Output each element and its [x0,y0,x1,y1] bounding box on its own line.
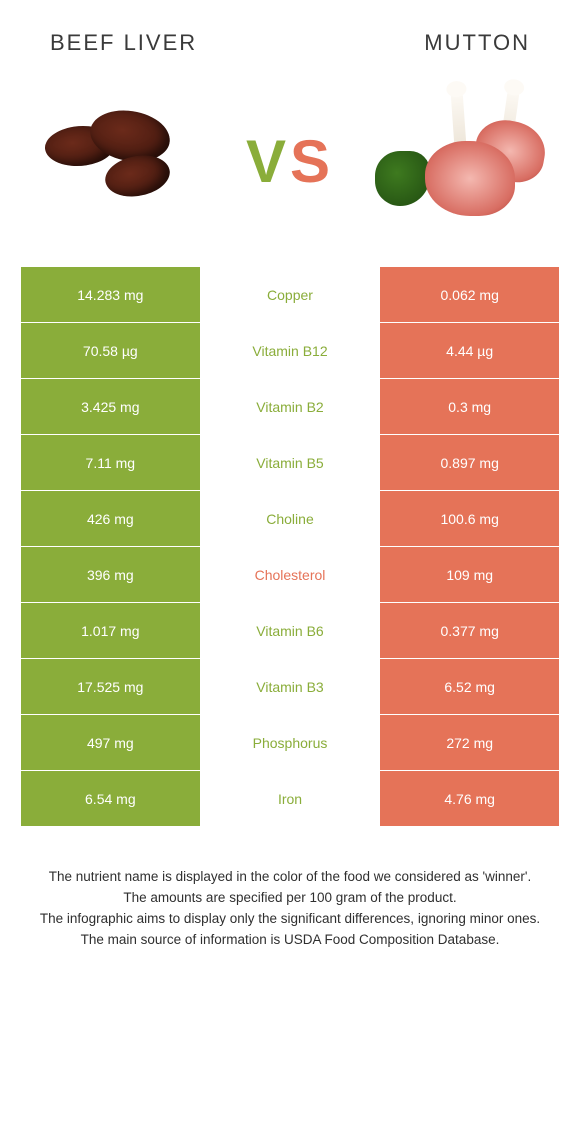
footer-line: The nutrient name is displayed in the co… [30,867,550,888]
vs-s-letter: S [290,128,334,195]
header-row: Beef Liver Mutton [0,0,580,66]
nutrient-label-cell: Vitamin B5 [200,435,380,491]
left-food-image [20,91,210,231]
table-row: 396 mg Cholesterol 109 mg [21,547,560,603]
nutrient-label-cell: Vitamin B2 [200,379,380,435]
left-value-cell: 497 mg [21,715,201,771]
nutrient-label: Vitamin B3 [256,679,323,695]
nutrient-label-cell: Cholesterol [200,547,380,603]
table-row: 426 mg Choline 100.6 mg [21,491,560,547]
footer-line: The infographic aims to display only the… [30,909,550,930]
left-value-cell: 3.425 mg [21,379,201,435]
nutrient-label-cell: Vitamin B6 [200,603,380,659]
mutton-icon [375,91,555,231]
nutrient-label: Copper [267,287,313,303]
nutrient-label-cell: Choline [200,491,380,547]
left-value-cell: 396 mg [21,547,201,603]
nutrient-label-cell: Vitamin B12 [200,323,380,379]
right-value-cell: 272 mg [380,715,560,771]
left-value-cell: 70.58 µg [21,323,201,379]
table-row: 497 mg Phosphorus 272 mg [21,715,560,771]
right-value-cell: 0.062 mg [380,267,560,323]
right-value-cell: 0.897 mg [380,435,560,491]
vs-label: VS [246,127,334,196]
nutrient-label-cell: Vitamin B3 [200,659,380,715]
images-row: VS [0,66,580,266]
right-value-cell: 0.3 mg [380,379,560,435]
table-row: 7.11 mg Vitamin B5 0.897 mg [21,435,560,491]
left-value-cell: 14.283 mg [21,267,201,323]
right-value-cell: 4.44 µg [380,323,560,379]
table-row: 14.283 mg Copper 0.062 mg [21,267,560,323]
nutrient-label: Cholesterol [255,567,326,583]
right-value-cell: 109 mg [380,547,560,603]
left-value-cell: 6.54 mg [21,771,201,827]
left-value-cell: 1.017 mg [21,603,201,659]
comparison-table: 14.283 mg Copper 0.062 mg 70.58 µg Vitamin B… [20,266,560,827]
table-row: 3.425 mg Vitamin B2 0.3 mg [21,379,560,435]
table-row: 70.58 µg Vitamin B12 4.44 µg [21,323,560,379]
left-value-cell: 17.525 mg [21,659,201,715]
right-value-cell: 0.377 mg [380,603,560,659]
left-value-cell: 7.11 mg [21,435,201,491]
right-food-title: Mutton [424,30,530,56]
nutrient-label-cell: Iron [200,771,380,827]
nutrient-label-cell: Copper [200,267,380,323]
nutrient-label: Choline [266,511,313,527]
footer-line: The amounts are specified per 100 gram o… [30,888,550,909]
right-value-cell: 4.76 mg [380,771,560,827]
table-row: 17.525 mg Vitamin B3 6.52 mg [21,659,560,715]
left-value-cell: 426 mg [21,491,201,547]
table-row: 6.54 mg Iron 4.76 mg [21,771,560,827]
right-value-cell: 100.6 mg [380,491,560,547]
table-row: 1.017 mg Vitamin B6 0.377 mg [21,603,560,659]
nutrient-label: Iron [278,791,302,807]
footer-line: The main source of information is USDA F… [30,930,550,951]
nutrient-label: Vitamin B12 [252,343,327,359]
right-value-cell: 6.52 mg [380,659,560,715]
nutrient-label: Phosphorus [253,735,328,751]
liver-icon [35,106,195,216]
nutrient-label: Vitamin B6 [256,623,323,639]
nutrient-label: Vitamin B5 [256,455,323,471]
nutrient-label-cell: Phosphorus [200,715,380,771]
nutrient-label: Vitamin B2 [256,399,323,415]
right-food-image [370,91,560,231]
left-food-title: Beef Liver [50,30,197,56]
footer-notes: The nutrient name is displayed in the co… [0,827,580,971]
vs-v-letter: V [246,128,290,195]
